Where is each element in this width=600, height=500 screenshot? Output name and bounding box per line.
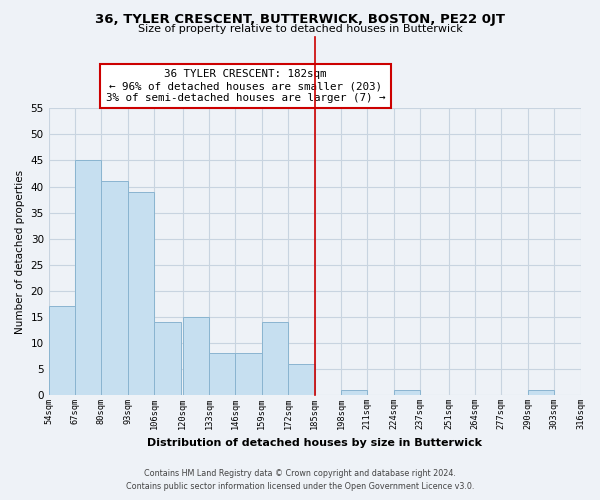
Text: Size of property relative to detached houses in Butterwick: Size of property relative to detached ho… (137, 24, 463, 34)
Bar (394, 390, 420, 395)
Bar (101, 182, 128, 395)
Bar (75, 160, 101, 395)
Bar (154, 322, 181, 395)
Bar (341, 390, 367, 395)
X-axis label: Distribution of detached houses by size in Butterwick: Distribution of detached houses by size … (147, 438, 482, 448)
Bar (581, 390, 600, 395)
Text: 36 TYLER CRESCENT: 182sqm
← 96% of detached houses are smaller (203)
3% of semi-: 36 TYLER CRESCENT: 182sqm ← 96% of detac… (106, 70, 385, 102)
Bar (235, 353, 262, 395)
Bar (528, 390, 554, 395)
Bar (182, 317, 209, 395)
Bar (262, 322, 288, 395)
Y-axis label: Number of detached properties: Number of detached properties (15, 170, 25, 334)
Bar (209, 353, 235, 395)
Text: Contains HM Land Registry data © Crown copyright and database right 2024.
Contai: Contains HM Land Registry data © Crown c… (126, 469, 474, 491)
Bar (49, 306, 75, 395)
Bar (128, 192, 154, 395)
Bar (288, 364, 314, 395)
Text: 36, TYLER CRESCENT, BUTTERWICK, BOSTON, PE22 0JT: 36, TYLER CRESCENT, BUTTERWICK, BOSTON, … (95, 12, 505, 26)
